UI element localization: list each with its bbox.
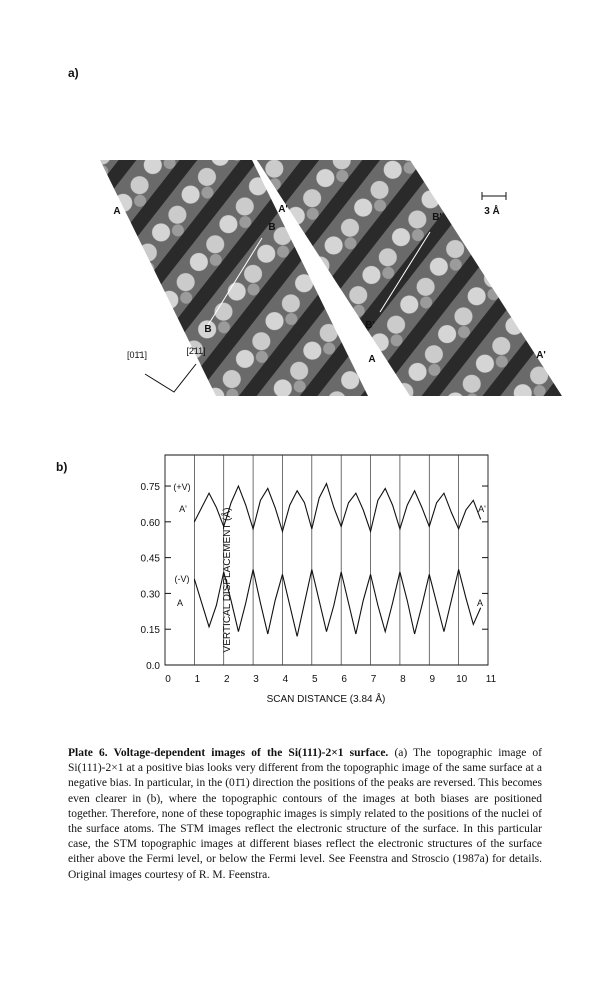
x-axis-label: SCAN DISTANCE (3.84 Å): [267, 692, 386, 705]
y-axis-label: VERTICAL DISPLACEMENT (Å): [220, 508, 233, 653]
x-tick-label: 1: [195, 674, 201, 685]
y-tick-label: 0.0: [146, 661, 160, 672]
annotation: (+V): [173, 482, 190, 492]
image-label: A': [536, 350, 546, 361]
y-tick-label: 0.75: [141, 482, 161, 493]
image-label: B: [268, 222, 275, 233]
x-tick-label: 2: [224, 674, 230, 685]
y-tick-label: 0.60: [141, 518, 161, 529]
axis-arrows: [144, 363, 197, 393]
image-label: [2̄11]: [186, 346, 205, 356]
annotation: A': [478, 504, 486, 514]
y-tick-label: 0.15: [141, 625, 161, 636]
image-label: A: [368, 354, 375, 365]
image-label: B': [365, 320, 375, 331]
image-label: 3 Å: [484, 204, 500, 217]
panel-label: a): [68, 66, 79, 80]
x-tick-label: 8: [400, 674, 406, 685]
x-tick-label: 7: [371, 674, 377, 685]
x-tick-label: 4: [283, 674, 289, 685]
x-tick-label: 5: [312, 674, 318, 685]
panel-label: b): [56, 460, 68, 474]
x-tick-label: 11: [486, 674, 497, 685]
y-tick-label: 0.30: [141, 589, 161, 600]
stm-image: A A'BB'3 ÅB B'A A'[01̄1] [2̄11]: [100, 160, 562, 396]
caption-title: Plate 6. Voltage-dependent images of the…: [68, 747, 389, 759]
x-tick-label: 0: [165, 674, 171, 685]
x-tick-label: 3: [253, 674, 259, 685]
image-label: B': [432, 212, 442, 223]
image-panel: [257, 160, 562, 396]
image-label: [01̄1]: [127, 350, 147, 360]
image-label: A: [113, 206, 120, 217]
marker-line: [379, 231, 431, 313]
image-label: B: [204, 324, 211, 335]
caption: Plate 6. Voltage-dependent images of the…: [68, 746, 542, 883]
annotation: A': [179, 504, 187, 514]
plot-frame: [164, 454, 489, 666]
x-tick-label: 9: [429, 674, 435, 685]
x-tick-label: 10: [456, 674, 468, 685]
data-line: [193, 569, 482, 637]
image-panel: [100, 160, 368, 396]
data-line: [193, 482, 482, 534]
image-label: A': [278, 204, 288, 215]
annotation: A: [177, 598, 183, 608]
x-tick-label: 6: [341, 674, 347, 685]
annotation: (-V): [175, 574, 190, 584]
chart: VERTICAL DISPLACEMENT (Å) SCAN DISTANCE …: [141, 454, 497, 705]
marker-line: [204, 237, 263, 331]
caption-text: (a) The topographic image of Si(111)-2×1…: [68, 747, 543, 881]
annotation: A: [477, 598, 483, 608]
y-tick-label: 0.45: [141, 554, 161, 565]
